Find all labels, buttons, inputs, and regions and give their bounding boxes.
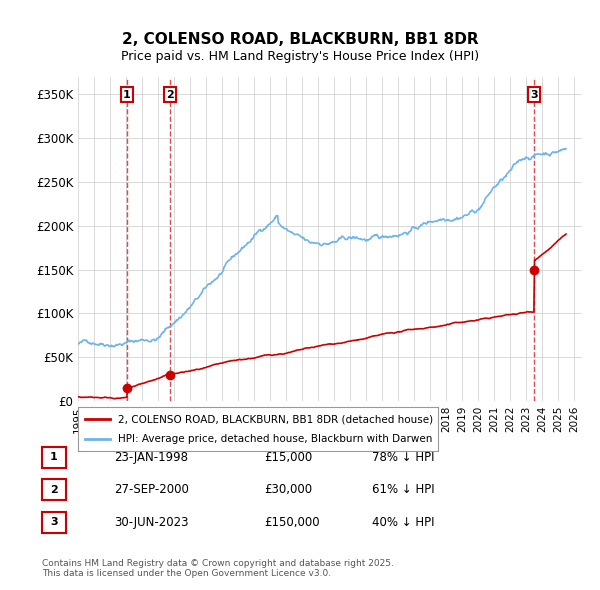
Text: 2: 2 (166, 90, 174, 100)
Text: £15,000: £15,000 (264, 451, 312, 464)
Text: Price paid vs. HM Land Registry's House Price Index (HPI): Price paid vs. HM Land Registry's House … (121, 50, 479, 63)
Text: 1: 1 (123, 90, 131, 100)
Text: Contains HM Land Registry data © Crown copyright and database right 2025.
This d: Contains HM Land Registry data © Crown c… (42, 559, 394, 578)
Text: 61% ↓ HPI: 61% ↓ HPI (372, 483, 434, 496)
Text: 23-JAN-1998: 23-JAN-1998 (114, 451, 188, 464)
Text: £150,000: £150,000 (264, 516, 320, 529)
Text: 2: 2 (50, 485, 58, 494)
Text: 3: 3 (530, 90, 538, 100)
Text: 78% ↓ HPI: 78% ↓ HPI (372, 451, 434, 464)
Text: £30,000: £30,000 (264, 483, 312, 496)
Text: 30-JUN-2023: 30-JUN-2023 (114, 516, 188, 529)
Text: 2, COLENSO ROAD, BLACKBURN, BB1 8DR (detached house): 2, COLENSO ROAD, BLACKBURN, BB1 8DR (det… (118, 415, 433, 424)
Text: 1: 1 (50, 453, 58, 462)
Text: 2, COLENSO ROAD, BLACKBURN, BB1 8DR: 2, COLENSO ROAD, BLACKBURN, BB1 8DR (122, 32, 478, 47)
Text: HPI: Average price, detached house, Blackburn with Darwen: HPI: Average price, detached house, Blac… (118, 434, 432, 444)
Text: 27-SEP-2000: 27-SEP-2000 (114, 483, 189, 496)
Text: 3: 3 (50, 517, 58, 527)
Text: 40% ↓ HPI: 40% ↓ HPI (372, 516, 434, 529)
